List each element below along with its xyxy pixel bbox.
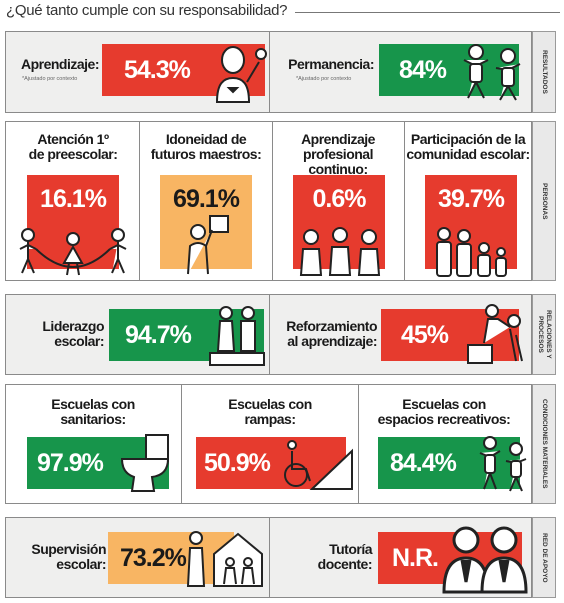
atencion-label-line1: Atención 1º — [37, 131, 109, 147]
divider — [269, 32, 270, 112]
divider — [272, 122, 273, 280]
panel-red-apoyo: Supervisión escolar: 73.2% Tutoría docen… — [5, 517, 532, 598]
recreativos-value: 84.4% — [390, 448, 457, 477]
supervision-label-line2: escolar: — [56, 556, 106, 572]
sidetab-resultados: RESULTADOS — [532, 31, 556, 113]
sanitarios-label: Escuelas con sanitarios: — [8, 397, 178, 427]
sidetab-label: RELACIONES Y PROCESOS — [537, 310, 552, 359]
divider — [358, 385, 359, 503]
participacion-label: Participación de la comunidad escolar: — [404, 131, 531, 162]
tutoria-label-line2: docente: — [317, 556, 373, 572]
supervision-label-line1: Supervisión — [31, 541, 106, 557]
helping-climb-icon — [467, 304, 523, 364]
reforzamiento-value: 45% — [401, 320, 449, 349]
children-playing-icon — [479, 436, 527, 492]
sidetab-red-apoyo: RED DE APOYO — [532, 517, 556, 598]
permanencia-value-box: 84% — [379, 44, 519, 96]
sanitarios-value: 97.9% — [37, 448, 104, 477]
aprendizaje-value: 54.3% — [124, 55, 191, 84]
teachers-group-icon — [299, 227, 381, 276]
panel-personas: Atención 1º de preescolar: 16.1% Idoneid… — [5, 121, 532, 281]
reforzamiento-label-line2: al aprendizaje: — [287, 333, 377, 349]
sidetab-label: PERSONAS — [541, 182, 548, 220]
atencion-value-box: 16.1% — [27, 175, 119, 269]
aprendizaje-note: *Ajustado por contexto — [22, 76, 78, 82]
sanitarios-label-line2: sanitarios: — [60, 411, 126, 427]
liderazgo-label-line2: escolar: — [54, 333, 104, 349]
aprendizaje-prof-label: Aprendizaje profesional continuo: — [273, 132, 403, 177]
liderazgo-value: 94.7% — [125, 320, 192, 349]
tutoria-label-line1: Tutoría — [329, 541, 372, 557]
tutoria-label: Tutoría docente: — [276, 541, 373, 572]
participacion-label-line2: comunidad escolar: — [406, 146, 530, 162]
supervision-label: Supervisión escolar: — [10, 542, 106, 572]
divider — [404, 122, 405, 280]
rampas-label-line1: Escuelas con — [228, 396, 312, 412]
divider — [269, 295, 270, 374]
aprendizaje-prof-label-line2: profesional continuo: — [303, 146, 373, 177]
reforzamiento-label: Reforzamiento al aprendizaje: — [274, 319, 377, 349]
toilet-icon — [120, 434, 170, 492]
aprendizaje-prof-label-line1: Aprendizaje — [301, 131, 375, 147]
page-title: ¿Qué tanto cumple con su responsabilidad… — [6, 2, 288, 19]
mentors-icon — [442, 526, 528, 594]
supervision-value: 73.2% — [120, 543, 187, 572]
liderazgo-label-line1: Liderazgo — [42, 318, 104, 334]
sidetab-label: CONDICIONES MATERIALES — [541, 399, 548, 489]
permanencia-label: Permanencia: — [288, 56, 374, 72]
tutoria-value: N.R. — [392, 543, 439, 572]
liderazgo-label: Liderazgo escolar: — [12, 319, 104, 349]
title-rule — [295, 12, 560, 13]
panel-relaciones: Liderazgo escolar: 94.7% Reforzamiento a… — [5, 294, 532, 375]
idoneidad-value: 69.1% — [173, 185, 240, 213]
divider — [181, 385, 182, 503]
participacion-value: 39.7% — [438, 185, 505, 213]
sidetab-condiciones: CONDICIONES MATERIALES — [532, 384, 556, 504]
rampas-label-line2: rampas: — [244, 411, 296, 427]
sidetab-personas: PERSONAS — [532, 121, 556, 281]
recreativos-label-line2: espacios recreativos: — [377, 411, 511, 427]
teacher-board-icon — [187, 215, 229, 275]
family-icon — [436, 227, 507, 277]
permanencia-value: 84% — [399, 55, 447, 84]
sidetab-label: RED DE APOYO — [541, 532, 548, 583]
children-jump-rope-icon — [19, 228, 127, 276]
idoneidad-label-line1: Idoneidad de — [165, 131, 247, 147]
student-flower-icon — [215, 46, 267, 103]
recreativos-label: Escuelas con espacios recreativos: — [360, 397, 528, 427]
panel-resultados: Aprendizaje: *Ajustado por contexto 54.3… — [5, 31, 532, 113]
reforzamiento-label-line1: Reforzamiento — [286, 318, 377, 334]
aprendizaje-label: Aprendizaje: — [20, 56, 100, 72]
podium-icon — [209, 306, 265, 366]
idoneidad-label-line2: futuros maestros: — [150, 146, 262, 162]
recreativos-label-line1: Escuelas con — [402, 396, 486, 412]
idoneidad-label: Idoneidad de futuros maestros: — [141, 132, 271, 162]
panel-condiciones: Escuelas con sanitarios: 97.9% Escuelas … — [5, 384, 532, 504]
sidetab-relaciones: RELACIONES Y PROCESOS — [532, 294, 556, 375]
sidetab-label: RESULTADOS — [541, 50, 548, 94]
rampas-value: 50.9% — [204, 448, 271, 477]
participacion-label-line1: Participación de la — [410, 131, 526, 147]
children-jumping-icon — [463, 44, 521, 101]
divider — [139, 122, 140, 280]
supervisor-school-icon — [186, 531, 263, 587]
atencion-label-line2: de preescolar: — [28, 146, 118, 162]
wheelchair-ramp-icon — [284, 440, 353, 490]
permanencia-note: *Ajustado por contexto — [296, 76, 352, 82]
atencion-value: 16.1% — [40, 185, 107, 213]
divider — [269, 518, 270, 597]
atencion-label: Atención 1º de preescolar: — [8, 132, 138, 162]
sanitarios-label-line1: Escuelas con — [51, 396, 135, 412]
aprendizaje-prof-value: 0.6% — [312, 185, 367, 213]
rampas-label: Escuelas con rampas: — [184, 397, 356, 427]
